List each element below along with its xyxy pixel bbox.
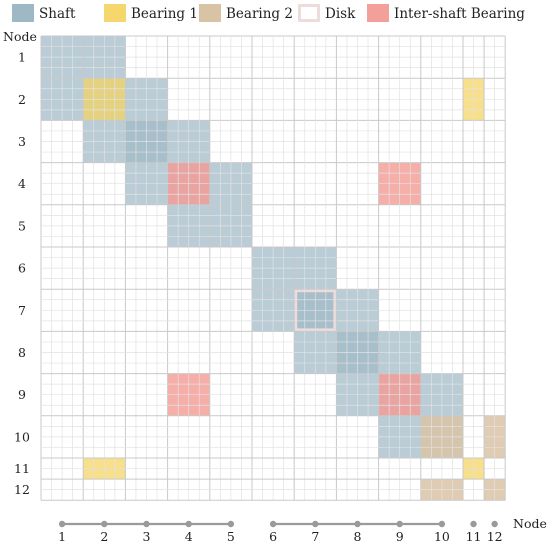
col-label-8: 8: [354, 529, 362, 544]
row-label-6: 6: [18, 261, 26, 276]
legend-swatch-disk: [298, 4, 320, 22]
node-dot-12: [491, 520, 498, 528]
node-dot-7: [312, 520, 319, 528]
legend-label-bearing1: Bearing 1: [131, 6, 198, 22]
col-label-12: 12: [487, 529, 503, 544]
col-label-1: 1: [58, 529, 66, 544]
col-label-3: 3: [143, 529, 151, 544]
row-label-7: 7: [18, 303, 26, 318]
legend-swatch-intershaft: [367, 4, 389, 22]
legend-swatch-bearing2: [199, 4, 221, 22]
row-label-4: 4: [18, 176, 26, 191]
node-dot-3: [143, 520, 150, 528]
node-dot-9: [396, 520, 403, 528]
col-label-2: 2: [100, 529, 108, 544]
legend-item-bearing1: Bearing 1: [104, 4, 198, 22]
col-label-10: 10: [434, 529, 450, 544]
row-label-3: 3: [18, 134, 26, 149]
col-label-9: 9: [396, 529, 404, 544]
col-label-5: 5: [227, 529, 235, 544]
legend-label-bearing2: Bearing 2: [226, 6, 293, 22]
legend-item-shaft: Shaft: [12, 4, 76, 22]
legend-label-disk: Disk: [325, 6, 356, 22]
node-dot-2: [101, 520, 108, 528]
matrix-grid: [40, 35, 506, 501]
legend: Shaft Bearing 1 Bearing 2 Disk Inter-shaft B…: [12, 4, 525, 22]
row-label-2: 2: [18, 92, 26, 107]
node-dot-8: [354, 520, 361, 528]
col-label-7: 7: [311, 529, 319, 544]
row-label-5: 5: [18, 218, 26, 233]
row-label-1: 1: [18, 50, 26, 65]
node-dot-4: [185, 520, 192, 528]
legend-label-intershaft: Inter-shaft Bearing: [394, 6, 525, 22]
legend-item-intershaft: Inter-shaft Bearing: [367, 4, 525, 22]
node-dot-5: [227, 520, 235, 528]
node-dot-10: [438, 520, 446, 528]
row-label-10: 10: [14, 429, 30, 444]
legend-label-shaft: Shaft: [39, 6, 76, 22]
col-axis-title: Node: [513, 516, 547, 531]
col-label-11: 11: [466, 529, 482, 544]
row-label-8: 8: [18, 345, 26, 360]
row-label-12: 12: [14, 482, 30, 497]
node-dot-6: [269, 520, 277, 528]
legend-swatch-bearing1: [104, 4, 126, 22]
node-dot-11: [470, 520, 477, 528]
legend-item-disk: Disk: [298, 4, 356, 22]
col-label-6: 6: [269, 529, 277, 544]
node-dot-1: [58, 520, 66, 528]
legend-swatch-shaft: [12, 4, 34, 22]
row-axis-title: Node: [3, 29, 37, 44]
legend-item-bearing2: Bearing 2: [199, 4, 293, 22]
row-label-9: 9: [18, 387, 26, 402]
col-label-4: 4: [185, 529, 193, 544]
row-label-11: 11: [14, 461, 30, 476]
